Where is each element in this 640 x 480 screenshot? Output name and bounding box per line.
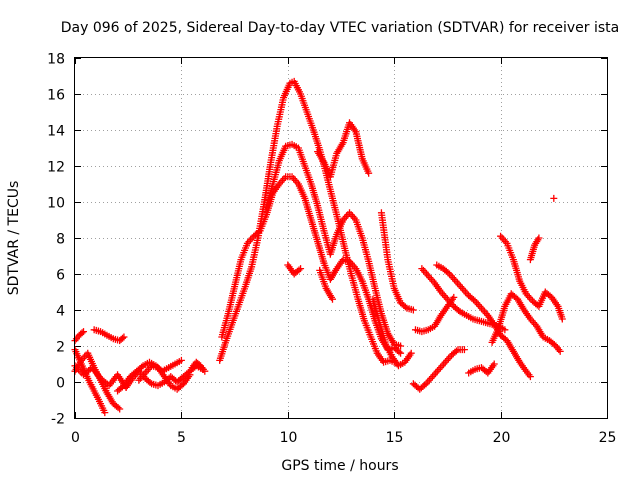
data-point bbox=[397, 342, 405, 350]
data-point bbox=[201, 367, 209, 375]
series-arc-13 bbox=[284, 261, 305, 278]
data-point bbox=[452, 347, 460, 355]
data-point bbox=[460, 346, 468, 354]
data-point bbox=[550, 194, 558, 202]
y-tick-label: 8 bbox=[56, 232, 65, 248]
data-point bbox=[479, 306, 487, 314]
y-tick-label: 0 bbox=[56, 376, 65, 392]
data-point bbox=[328, 295, 336, 303]
series-arc-26 bbox=[550, 194, 558, 202]
data-points bbox=[71, 77, 566, 417]
data-point bbox=[141, 369, 149, 377]
x-tick-label: 0 bbox=[71, 430, 80, 446]
data-point bbox=[550, 341, 558, 349]
x-tick-labels: 0 5 10 15 20 25 bbox=[71, 430, 616, 446]
data-point bbox=[556, 347, 564, 355]
x-tick-label: 5 bbox=[177, 430, 186, 446]
series-arc-9 bbox=[188, 358, 209, 375]
data-point bbox=[558, 315, 566, 323]
series-arc-18 bbox=[411, 293, 458, 336]
data-point bbox=[407, 349, 415, 357]
data-point bbox=[535, 234, 543, 242]
data-point bbox=[397, 349, 405, 357]
data-point bbox=[432, 369, 440, 377]
data-point bbox=[297, 265, 305, 273]
y-tick-label: 14 bbox=[47, 124, 65, 140]
data-point bbox=[418, 265, 426, 273]
chart-title: Day 096 of 2025, Sidereal Day-to-day VTE… bbox=[61, 20, 619, 36]
data-point bbox=[365, 169, 373, 177]
series-arc-12 bbox=[263, 140, 405, 350]
series-arc-24 bbox=[497, 232, 566, 323]
data-point bbox=[80, 328, 88, 336]
series-arc-16 bbox=[369, 295, 415, 370]
series-arc-25 bbox=[526, 234, 543, 264]
y-tick-label: 4 bbox=[56, 304, 65, 320]
y-tick-labels: -2 0 2 4 6 8 10 12 14 16 18 bbox=[47, 52, 65, 428]
data-point bbox=[421, 381, 429, 389]
data-point bbox=[78, 329, 86, 337]
data-point bbox=[440, 360, 448, 368]
data-point bbox=[409, 306, 417, 314]
x-tick-label: 20 bbox=[493, 430, 511, 446]
axis-ticks bbox=[75, 58, 608, 419]
series-arc-7 bbox=[122, 362, 207, 391]
series-arc-14 bbox=[314, 119, 373, 181]
data-point bbox=[295, 266, 303, 274]
y-tick-label: 6 bbox=[56, 268, 65, 284]
data-point bbox=[119, 334, 127, 342]
series-arc-5 bbox=[90, 326, 128, 345]
y-axis-title: SDTVAR / TECUs bbox=[6, 181, 22, 296]
data-point bbox=[255, 228, 263, 236]
data-point bbox=[177, 356, 185, 364]
y-tick-label: -2 bbox=[51, 412, 65, 428]
data-point bbox=[423, 270, 431, 278]
data-point bbox=[116, 405, 124, 413]
plot-frame bbox=[74, 57, 608, 419]
data-point bbox=[501, 326, 509, 334]
data-point bbox=[401, 303, 409, 311]
y-tick-label: 10 bbox=[47, 196, 65, 212]
series-arc-4 bbox=[71, 328, 88, 345]
data-point bbox=[455, 306, 463, 314]
data-point bbox=[454, 279, 462, 287]
series-arc-22 bbox=[465, 360, 498, 377]
data-point bbox=[444, 269, 452, 277]
y-tick-label: 2 bbox=[56, 340, 65, 356]
data-point bbox=[461, 288, 469, 296]
series-arc-19 bbox=[409, 346, 468, 393]
data-point bbox=[450, 293, 458, 301]
y-tick-label: 16 bbox=[47, 88, 65, 104]
series-arc-11 bbox=[218, 173, 405, 357]
data-point bbox=[114, 404, 122, 412]
data-point bbox=[101, 409, 109, 417]
x-tick-label: 25 bbox=[599, 430, 617, 446]
series-arc-23 bbox=[488, 290, 564, 355]
data-point bbox=[526, 373, 534, 381]
data-point bbox=[469, 296, 477, 304]
grid bbox=[75, 58, 607, 418]
series-arc-8 bbox=[135, 362, 194, 393]
data-point bbox=[186, 371, 194, 379]
series-arc-17 bbox=[377, 209, 417, 314]
y-tick-label: 18 bbox=[47, 52, 65, 68]
series-arc-20 bbox=[418, 265, 509, 334]
x-tick-label: 15 bbox=[386, 430, 404, 446]
data-point bbox=[120, 333, 128, 341]
data-point bbox=[146, 378, 154, 386]
data-point bbox=[490, 360, 498, 368]
data-point bbox=[138, 363, 145, 371]
x-axis-title: GPS time / hours bbox=[281, 458, 398, 474]
data-point bbox=[395, 348, 403, 356]
series-arc-10 bbox=[216, 77, 398, 366]
series-arc-15 bbox=[316, 266, 336, 303]
data-point bbox=[424, 378, 432, 386]
y-tick-label: 12 bbox=[47, 160, 65, 176]
x-tick-label: 10 bbox=[280, 430, 298, 446]
